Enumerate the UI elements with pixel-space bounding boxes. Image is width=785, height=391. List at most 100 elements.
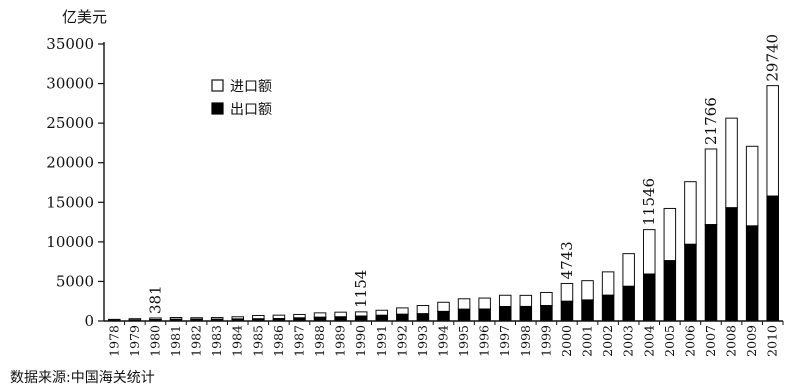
bar-export-2008 (725, 207, 738, 322)
x-tick-label: 1980 (147, 325, 162, 357)
bar-export-2003 (622, 285, 635, 322)
y-tick-label: 15000 (46, 193, 94, 211)
x-tick-label: 1981 (168, 325, 183, 357)
x-tick-label: 1999 (538, 325, 553, 357)
x-tick-label: 1998 (518, 325, 533, 357)
bar-import-2000 (560, 282, 574, 302)
bar-import-1991 (375, 309, 389, 316)
bar-export-2001 (581, 299, 594, 322)
y-axis-unit-label: 亿美元 (62, 8, 107, 26)
x-tick-label: 2005 (662, 325, 677, 357)
bar-export-2007 (704, 224, 718, 322)
x-tick-label: 2004 (641, 325, 656, 357)
y-tick-label: 5000 (56, 272, 94, 290)
y-tick-label: 35000 (46, 35, 94, 53)
y-tick-label: 30000 (46, 75, 94, 93)
bar-import-1988 (313, 312, 327, 318)
bar-import-1985 (252, 314, 265, 320)
x-tick-label: 2008 (724, 325, 739, 357)
bar-import-1999 (540, 291, 553, 307)
bar-export-2010 (766, 195, 779, 322)
bar-import-2006 (684, 181, 697, 245)
bar-import-1987 (293, 313, 306, 319)
bar-import-1996 (478, 297, 491, 310)
bar-export-2009 (745, 225, 759, 322)
x-tick-label: 1986 (271, 325, 286, 357)
bar-import-1998 (519, 294, 533, 307)
bar-import-1994 (437, 301, 450, 312)
bar-export-2002 (601, 294, 615, 322)
bar-export-1990 (354, 315, 368, 322)
bar-import-2003 (622, 253, 635, 287)
x-tick-label: 1979 (127, 325, 142, 357)
data-label-2007: 21766 (702, 97, 720, 145)
x-tick-label: 2007 (703, 325, 718, 357)
bar-import-1993 (416, 305, 430, 315)
bar-import-2007 (704, 148, 718, 226)
x-tick-label: 1995 (456, 325, 471, 357)
bar-export-1997 (498, 306, 512, 322)
bar-import-2004 (642, 229, 656, 275)
x-tick-label: 1991 (374, 325, 389, 357)
y-tick-label: 25000 (46, 114, 94, 132)
x-tick-label: 1984 (230, 325, 245, 357)
bar-import-2009 (745, 145, 759, 227)
bar-import-2005 (663, 207, 677, 262)
x-tick-label: 1992 (394, 325, 409, 357)
bar-import-2001 (581, 280, 594, 301)
x-tick-label: 1993 (415, 325, 430, 357)
bar-import-2010 (766, 85, 779, 197)
x-tick-label: 2003 (621, 325, 636, 357)
bar-export-1994 (437, 310, 450, 322)
x-tick-label: 2001 (580, 325, 595, 357)
bar-export-2005 (663, 260, 677, 322)
data-label-1990: 1154 (352, 270, 370, 308)
bar-export-1992 (396, 313, 409, 322)
data-label-2010: 29740 (764, 34, 782, 82)
x-tick-label: 1985 (250, 325, 265, 357)
x-tick-label: 1982 (189, 325, 204, 357)
bar-export-1996 (478, 308, 491, 322)
bar-import-1990 (354, 311, 368, 317)
bar-import-1992 (396, 307, 409, 315)
x-tick-label: 2009 (744, 325, 759, 357)
bar-export-1993 (416, 313, 430, 322)
x-tick-label: 2000 (559, 325, 574, 357)
x-tick-label: 1994 (436, 325, 451, 357)
bar-import-2002 (601, 271, 615, 296)
x-tick-label: 1978 (106, 325, 121, 357)
x-tick-label: 2006 (682, 325, 697, 357)
x-tick-label: 1988 (312, 325, 327, 357)
bar-import-2008 (725, 117, 738, 209)
x-tick-label: 1989 (333, 325, 348, 357)
bar-export-1991 (375, 314, 389, 322)
bar-export-2004 (642, 273, 656, 322)
data-label-1980: 381 (146, 285, 164, 314)
legend: 进口额 出口额 (211, 79, 272, 118)
bar-export-2006 (684, 243, 697, 322)
bar-import-1995 (457, 298, 471, 310)
y-tick-label: 10000 (46, 233, 94, 251)
y-tick-label: 20000 (46, 154, 94, 172)
x-tick-label: 1983 (209, 325, 224, 357)
bar-export-1999 (540, 305, 553, 322)
legend-swatch-import (211, 79, 224, 92)
x-tick-label: 1996 (477, 325, 492, 357)
x-tick-label: 1990 (353, 325, 368, 357)
bar-import-1997 (498, 294, 512, 308)
bar-export-1995 (457, 308, 471, 322)
bar-export-1998 (519, 305, 533, 322)
y-tick-label: 0 (84, 312, 94, 330)
legend-swatch-export (211, 102, 224, 115)
data-label-2000: 4743 (558, 241, 576, 279)
source-note: 数据来源:中国海关统计 (10, 370, 155, 386)
x-tick-label: 1987 (291, 325, 306, 357)
legend-label-import: 进口额 (230, 79, 272, 95)
data-label-2004: 11546 (640, 178, 658, 226)
x-tick-label: 2010 (765, 325, 780, 357)
bar-export-2000 (560, 300, 574, 322)
x-tick-label: 1997 (497, 325, 512, 357)
bar-import-1989 (334, 311, 347, 318)
x-tick-label: 2002 (600, 325, 615, 357)
